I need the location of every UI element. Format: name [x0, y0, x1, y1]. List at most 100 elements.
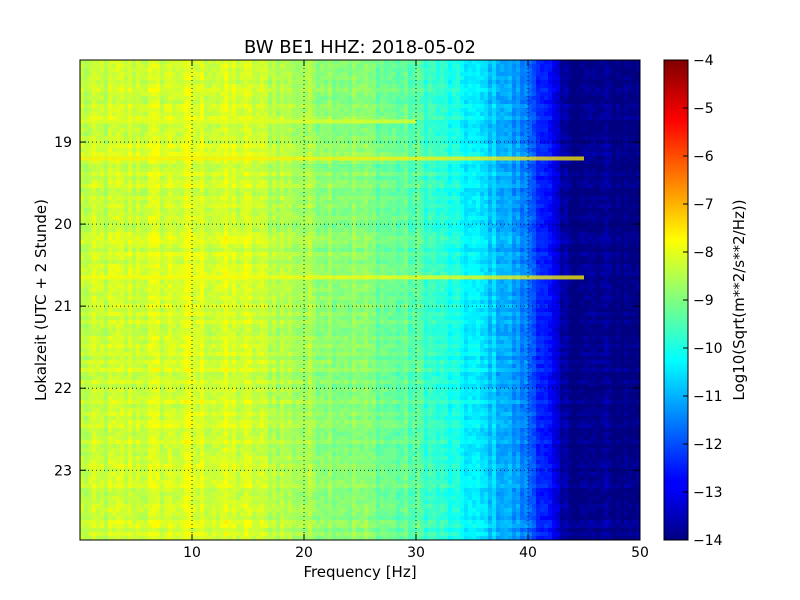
heatmap-cell	[572, 132, 577, 137]
heatmap-cell	[308, 184, 313, 189]
heatmap-cell	[388, 136, 393, 141]
heatmap-cell	[580, 180, 585, 185]
heatmap-cell	[228, 108, 233, 113]
heatmap-cell	[524, 128, 529, 133]
heatmap-cell	[204, 152, 209, 157]
heatmap-cell	[508, 124, 513, 129]
heatmap-cell	[112, 112, 117, 117]
heatmap-cell	[308, 68, 313, 73]
heatmap-cell	[360, 172, 365, 177]
heatmap-cell	[400, 60, 405, 65]
heatmap-cell	[188, 100, 193, 105]
heatmap-cell	[488, 160, 493, 165]
heatmap-cell	[136, 108, 141, 113]
heatmap-cell	[476, 188, 481, 193]
heatmap-cell	[512, 160, 517, 165]
heatmap-cell	[512, 164, 517, 169]
heatmap-cell	[100, 112, 105, 117]
heatmap-cell	[572, 152, 577, 157]
heatmap-cell	[552, 80, 557, 85]
heatmap-cell	[156, 184, 161, 189]
heatmap-cell	[328, 192, 333, 197]
heatmap-cell	[596, 184, 601, 189]
heatmap-cell	[304, 92, 309, 97]
heatmap-cell	[532, 116, 537, 121]
heatmap-cell	[92, 180, 97, 185]
heatmap-cell	[632, 156, 637, 161]
heatmap-cell	[196, 84, 201, 89]
heatmap-cell	[572, 72, 577, 77]
heatmap-cell	[328, 64, 333, 69]
heatmap-cell	[496, 160, 501, 165]
heatmap-cell	[596, 160, 601, 165]
heatmap-cell	[176, 200, 181, 205]
heatmap-cell	[376, 80, 381, 85]
heatmap-cell	[236, 176, 241, 181]
heatmap-cell	[160, 160, 165, 165]
heatmap-cell	[396, 80, 401, 85]
heatmap-cell	[144, 96, 149, 101]
heatmap-cell	[92, 84, 97, 89]
heatmap-cell	[604, 196, 609, 201]
heatmap-cell	[544, 132, 549, 137]
heatmap-cell	[264, 108, 269, 113]
heatmap-cell	[136, 184, 141, 189]
heatmap-cell	[480, 64, 485, 69]
heatmap-cell	[424, 92, 429, 97]
heatmap-cell	[296, 176, 301, 181]
heatmap-cell	[344, 200, 349, 205]
heatmap-cell	[508, 92, 513, 97]
heatmap-cell	[84, 124, 89, 129]
heatmap-cell	[152, 76, 157, 81]
heatmap-cell	[536, 160, 541, 165]
heatmap-cell	[224, 96, 229, 101]
heatmap-cell	[172, 200, 177, 205]
heatmap-cell	[344, 92, 349, 97]
heatmap-cell	[492, 176, 497, 181]
heatmap-cell	[232, 88, 237, 93]
heatmap-cell	[176, 192, 181, 197]
heatmap-cell	[576, 100, 581, 105]
heatmap-cell	[392, 132, 397, 137]
heatmap-cell	[264, 168, 269, 173]
heatmap-cell	[532, 144, 537, 149]
heatmap-cell	[340, 184, 345, 189]
heatmap-cell	[572, 120, 577, 125]
heatmap-cell	[492, 160, 497, 165]
heatmap-cell	[252, 176, 257, 181]
heatmap-cell	[228, 72, 233, 77]
heatmap-cell	[328, 116, 333, 121]
heatmap-cell	[240, 72, 245, 77]
heatmap-cell	[332, 92, 337, 97]
heatmap-cell	[384, 140, 389, 145]
heatmap-cell	[116, 180, 121, 185]
heatmap-cell	[328, 144, 333, 149]
heatmap-cell	[308, 88, 313, 93]
heatmap-cell	[624, 132, 629, 137]
heatmap-cell	[164, 132, 169, 137]
heatmap-cell	[424, 100, 429, 105]
heatmap-cell	[140, 116, 145, 121]
heatmap-cell	[420, 116, 425, 121]
heatmap-cell	[292, 68, 297, 73]
heatmap-cell	[184, 148, 189, 153]
heatmap-cell	[584, 108, 589, 113]
heatmap-cell	[220, 180, 225, 185]
heatmap-cell	[248, 164, 253, 169]
heatmap-cell	[292, 84, 297, 89]
heatmap-cell	[120, 92, 125, 97]
heatmap-cell	[480, 164, 485, 169]
heatmap-cell	[312, 196, 317, 201]
heatmap-cell	[628, 172, 633, 177]
heatmap-cell	[432, 88, 437, 93]
heatmap-cell	[320, 128, 325, 133]
heatmap-cell	[376, 172, 381, 177]
heatmap-cell	[340, 196, 345, 201]
heatmap-cell	[584, 116, 589, 121]
heatmap-cell	[620, 72, 625, 77]
heatmap-cell	[516, 140, 521, 145]
heatmap-cell	[400, 64, 405, 69]
heatmap-cell	[444, 124, 449, 129]
heatmap-cell	[464, 168, 469, 173]
heatmap-cell	[452, 124, 457, 129]
